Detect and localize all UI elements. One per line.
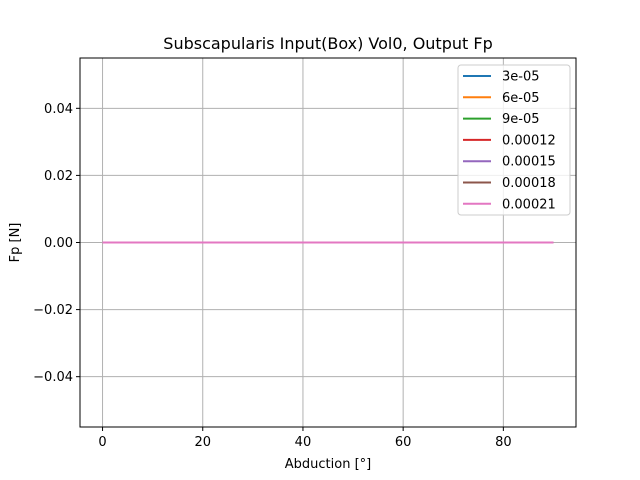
y-tick-label: 0.04: [44, 102, 73, 117]
legend-label: 6e-05: [502, 91, 540, 106]
legend-label: 0.00015: [502, 155, 556, 170]
y-axis-ticks: −0.04 −0.02 0.00 0.02 0.04: [33, 102, 80, 385]
legend-label: 9e-05: [502, 112, 540, 127]
x-tick-label: 40: [295, 435, 312, 450]
x-axis-ticks: 0 20 40 60 80: [98, 427, 512, 450]
legend-box: [457, 64, 571, 216]
legend-label: 0.00021: [502, 197, 556, 212]
x-axis-label: Abduction [°]: [285, 457, 371, 472]
legend: 3e-05 6e-05 9e-05 0.00012 0.00015 0.00018 0.00…: [457, 64, 571, 216]
chart-title: Subscapularis Input(Box) Vol0, Output Fp: [163, 34, 492, 53]
legend-label: 3e-05: [502, 70, 540, 85]
y-tick-label: −0.02: [33, 303, 73, 318]
y-axis-label: Fp [N]: [8, 223, 23, 263]
x-tick-label: 0: [98, 435, 106, 450]
legend-label: 0.00012: [502, 133, 556, 148]
y-tick-label: 0.00: [44, 236, 73, 251]
y-tick-label: 0.02: [44, 169, 73, 184]
x-tick-label: 80: [495, 435, 512, 450]
legend-label: 0.00018: [502, 176, 556, 191]
x-tick-label: 60: [395, 435, 412, 450]
y-tick-label: −0.04: [33, 370, 73, 385]
x-tick-label: 20: [194, 435, 211, 450]
